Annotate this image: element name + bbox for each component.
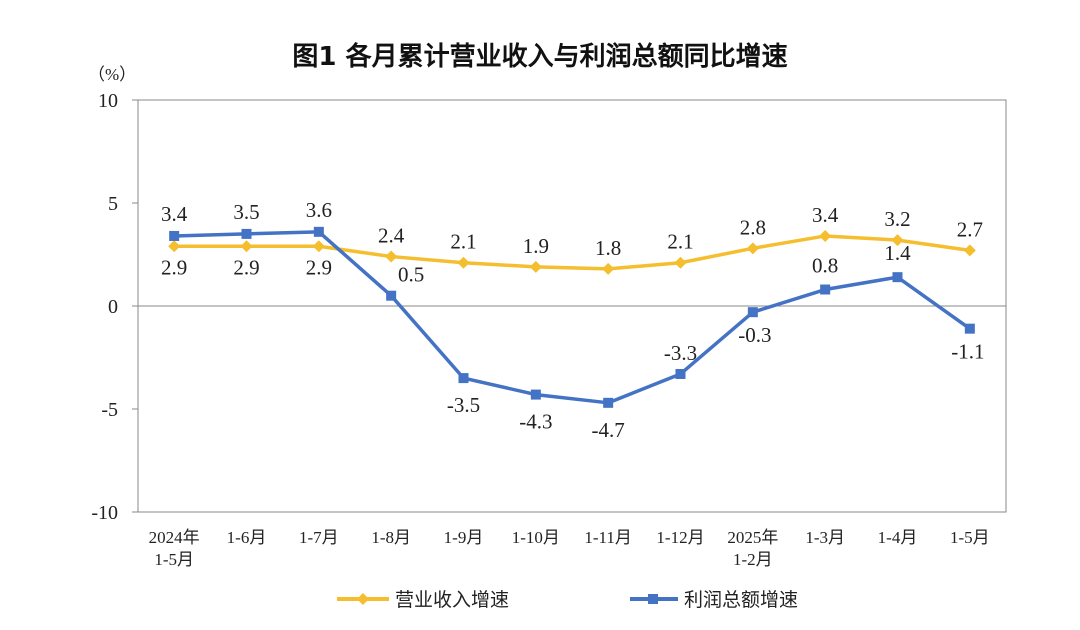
series-line-0 — [174, 234, 971, 271]
x-tick-label: 2024年 — [149, 528, 200, 547]
y-tick-label: 5 — [108, 193, 118, 215]
data-label: 2.4 — [378, 224, 405, 248]
data-label: 3.5 — [233, 200, 259, 224]
x-tick-label: 1-12月 — [656, 528, 704, 547]
y-tick-label: -5 — [101, 399, 118, 421]
x-tick-label: 2025年 — [727, 528, 778, 547]
data-point-square — [530, 389, 541, 400]
data-point-diamond — [674, 256, 687, 269]
data-point-diamond — [457, 256, 470, 269]
legend-square-marker-icon — [630, 593, 678, 604]
data-point-square — [313, 226, 324, 237]
data-point-square — [675, 368, 686, 379]
x-tick-label: 1-11月 — [584, 528, 632, 547]
y-tick-label: -10 — [91, 502, 118, 524]
x-tick-label: 1-9月 — [444, 528, 484, 547]
data-point-diamond — [819, 229, 832, 242]
data-point-square — [747, 307, 758, 318]
data-label: 2.9 — [161, 255, 187, 279]
x-tick-label: 1-5月 — [950, 528, 990, 547]
data-label: -4.7 — [592, 418, 625, 442]
x-tick-label: 1-8月 — [371, 528, 411, 547]
x-tick-label: 1-5月 — [154, 550, 194, 569]
legend-label-profit: 利润总额增速 — [684, 589, 799, 611]
data-point-square — [386, 290, 397, 301]
data-label: 2.1 — [667, 230, 693, 254]
x-tick-label: 1-10月 — [512, 528, 560, 547]
data-point-square — [892, 272, 903, 283]
data-point-square — [964, 323, 975, 334]
data-label: 2.9 — [306, 255, 332, 279]
data-label: -3.5 — [447, 393, 480, 417]
legend-item-revenue: 营业收入增速 — [335, 585, 509, 612]
data-label: 3.4 — [812, 203, 839, 227]
data-label: 3.6 — [306, 198, 332, 222]
data-point-diamond — [891, 234, 904, 247]
data-point-diamond — [312, 240, 325, 253]
data-label: 3.4 — [161, 202, 188, 226]
x-tick-label: 1-2月 — [733, 550, 773, 569]
data-point-diamond — [385, 250, 398, 263]
series-line-1 — [174, 230, 971, 405]
data-label: 1.8 — [595, 236, 621, 260]
data-point-square — [820, 284, 831, 295]
data-point-diamond — [602, 262, 615, 275]
data-label: 2.8 — [740, 215, 766, 239]
data-point-square — [603, 397, 614, 408]
data-point-diamond — [240, 240, 253, 253]
x-tick-label: 1-3月 — [805, 528, 845, 547]
data-label: 0.5 — [398, 263, 424, 287]
legend-label-revenue: 营业收入增速 — [395, 589, 510, 611]
chart-title: 图1 各月累计营业收入与利润总额同比增速 — [292, 42, 788, 72]
data-label: -0.3 — [738, 323, 771, 347]
data-point-diamond — [168, 240, 181, 253]
y-tick-label: 0 — [108, 296, 118, 318]
data-label: 1.4 — [884, 241, 911, 265]
data-label: 2.1 — [450, 230, 476, 254]
data-label: -4.3 — [519, 410, 552, 434]
data-point-square — [458, 373, 469, 384]
x-tick-label: 1-6月 — [227, 528, 267, 547]
data-label: 2.7 — [957, 217, 983, 241]
data-label: -3.3 — [664, 341, 697, 365]
legend-diamond-marker-icon — [337, 592, 389, 605]
data-label: 1.9 — [523, 234, 549, 258]
y-axis-unit-label: （%） — [88, 65, 136, 84]
x-tick-label: 1-7月 — [299, 528, 339, 547]
legend-item-profit: 利润总额增速 — [628, 585, 798, 612]
data-point-square — [241, 228, 252, 239]
data-point-square — [169, 230, 180, 241]
x-tick-label: 1-4月 — [878, 528, 918, 547]
data-label: 0.8 — [812, 254, 838, 278]
data-label: -1.1 — [951, 340, 984, 364]
data-label: 2.9 — [233, 255, 259, 279]
data-label: 3.2 — [884, 207, 910, 231]
data-point-diamond — [963, 244, 976, 257]
data-point-diamond — [746, 242, 759, 255]
data-point-diamond — [529, 260, 542, 273]
y-tick-label: 10 — [98, 90, 118, 112]
